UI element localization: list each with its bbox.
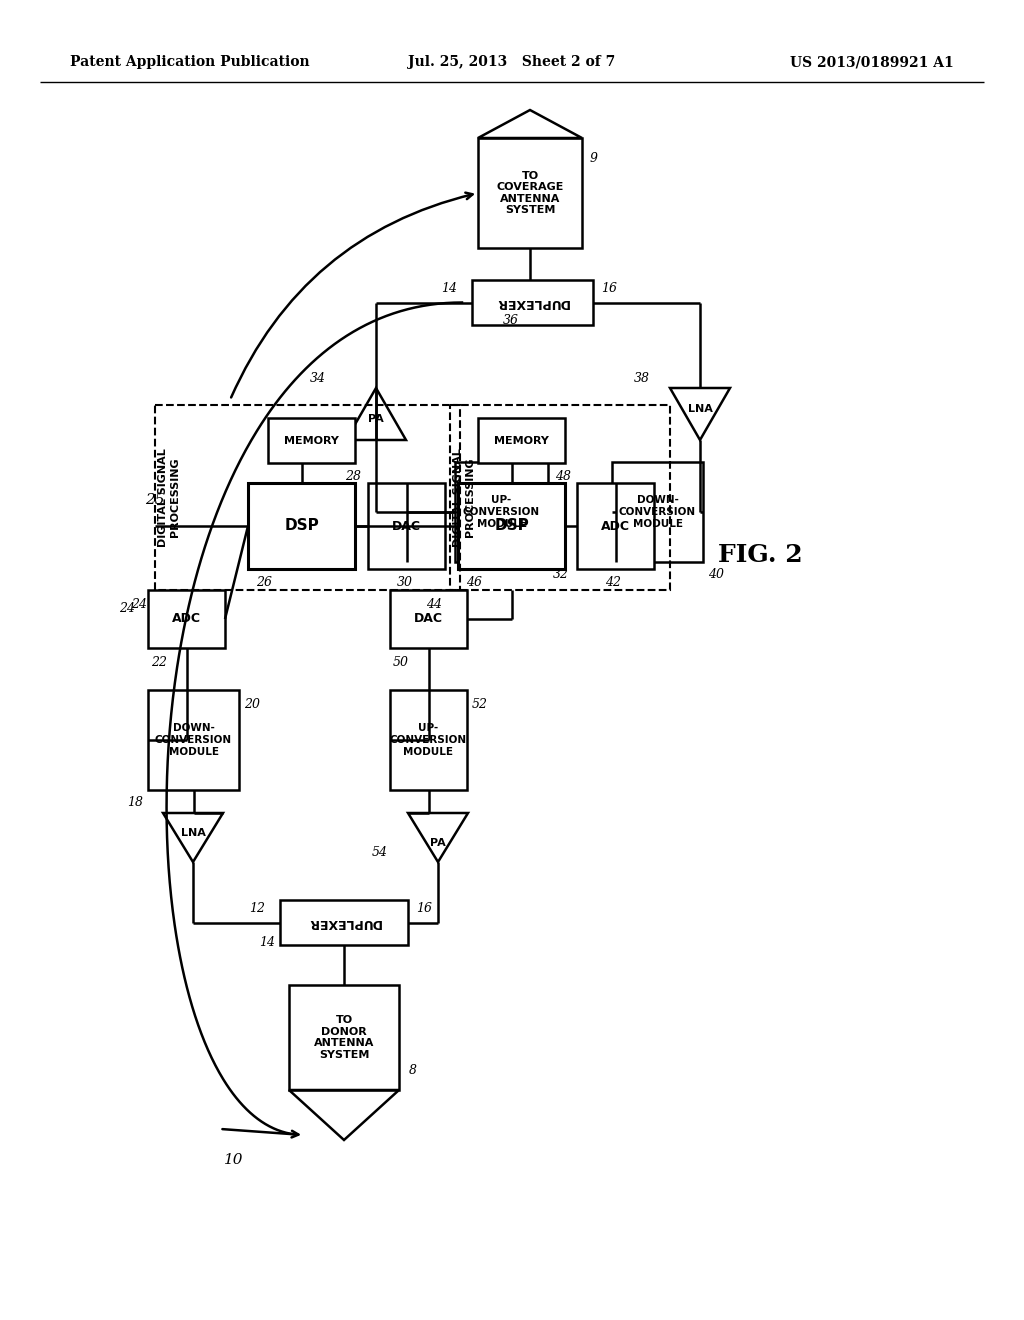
Text: DUPLEXER: DUPLEXER	[307, 916, 381, 929]
Text: 12: 12	[249, 902, 265, 915]
Text: 30: 30	[396, 577, 413, 590]
Text: FIG. 2: FIG. 2	[718, 543, 803, 568]
Text: LNA: LNA	[687, 404, 713, 414]
Text: 52: 52	[472, 698, 488, 711]
Bar	[148, 690, 239, 789]
Text: LNA: LNA	[180, 828, 206, 837]
Bar	[478, 418, 565, 463]
Text: UP-
CONVERSION
MODULE: UP- CONVERSION MODULE	[390, 723, 467, 756]
Text: PA: PA	[368, 414, 384, 424]
Text: DIGITAL SIGNAL
PROCESSING: DIGITAL SIGNAL PROCESSING	[158, 447, 180, 546]
Text: 10: 10	[224, 1152, 244, 1167]
Text: ADC: ADC	[601, 520, 630, 532]
Text: 54: 54	[372, 846, 388, 858]
Text: 48: 48	[555, 470, 571, 483]
Text: 42: 42	[605, 577, 622, 590]
Bar	[268, 418, 355, 463]
Text: DOWN-
CONVERSION
MODULE: DOWN- CONVERSION MODULE	[618, 495, 696, 528]
Text: MEMORY: MEMORY	[494, 436, 549, 446]
Text: DSP: DSP	[495, 519, 528, 533]
Bar	[577, 483, 654, 569]
Text: 18: 18	[127, 796, 143, 809]
Bar	[148, 590, 225, 648]
Text: 40: 40	[708, 568, 724, 581]
Text: 24: 24	[131, 598, 147, 610]
Text: PA: PA	[430, 837, 445, 847]
Text: US 2013/0189921 A1: US 2013/0189921 A1	[791, 55, 954, 69]
Text: 50: 50	[393, 656, 409, 668]
Text: 26: 26	[256, 577, 272, 590]
Bar	[390, 590, 467, 648]
Text: DAC: DAC	[414, 612, 443, 626]
Bar	[280, 900, 408, 945]
Text: 36: 36	[503, 314, 518, 327]
Text: DSP: DSP	[284, 519, 318, 533]
Text: 25: 25	[145, 492, 165, 507]
Bar	[455, 462, 548, 562]
Text: TO
COVERAGE
ANTENNA
SYSTEM: TO COVERAGE ANTENNA SYSTEM	[497, 170, 563, 215]
Text: DAC: DAC	[392, 520, 421, 532]
Bar	[368, 483, 445, 569]
Text: DOWN-
CONVERSION
MODULE: DOWN- CONVERSION MODULE	[155, 723, 232, 756]
Text: 32: 32	[553, 568, 569, 581]
Bar	[390, 690, 467, 789]
Text: 20: 20	[244, 698, 260, 711]
Text: 28: 28	[345, 470, 361, 483]
Text: TO
DONOR
ANTENNA
SYSTEM: TO DONOR ANTENNA SYSTEM	[313, 1015, 374, 1060]
Bar	[248, 483, 355, 569]
Text: MEMORY: MEMORY	[284, 436, 339, 446]
Bar	[458, 483, 565, 569]
Text: DIGITAL SIGNAL
PROCESSING: DIGITAL SIGNAL PROCESSING	[454, 447, 475, 546]
Text: 22: 22	[151, 656, 167, 668]
Text: 44: 44	[426, 598, 442, 610]
Text: 16: 16	[601, 281, 617, 294]
Text: 8: 8	[409, 1064, 417, 1077]
Text: 38: 38	[634, 371, 650, 384]
Text: 34: 34	[310, 371, 326, 384]
Bar	[612, 462, 703, 562]
Text: 16: 16	[416, 902, 432, 915]
Text: 14: 14	[441, 281, 457, 294]
Text: 9: 9	[590, 152, 598, 165]
Text: Patent Application Publication: Patent Application Publication	[70, 55, 309, 69]
Text: 14: 14	[259, 936, 275, 949]
Bar	[472, 280, 593, 325]
Text: ADC: ADC	[172, 612, 201, 626]
Text: Jul. 25, 2013   Sheet 2 of 7: Jul. 25, 2013 Sheet 2 of 7	[409, 55, 615, 69]
Bar	[450, 405, 670, 590]
Text: 24: 24	[119, 602, 135, 615]
Bar	[478, 139, 582, 248]
Text: 46: 46	[466, 577, 482, 590]
Text: DUPLEXER: DUPLEXER	[496, 296, 569, 309]
Text: UP-
CONVERSION
MODULE: UP- CONVERSION MODULE	[463, 495, 540, 528]
Bar	[155, 405, 460, 590]
Bar	[289, 985, 399, 1090]
